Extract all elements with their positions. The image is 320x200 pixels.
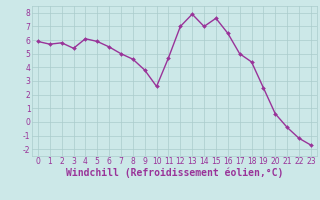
X-axis label: Windchill (Refroidissement éolien,°C): Windchill (Refroidissement éolien,°C) (66, 168, 283, 178)
